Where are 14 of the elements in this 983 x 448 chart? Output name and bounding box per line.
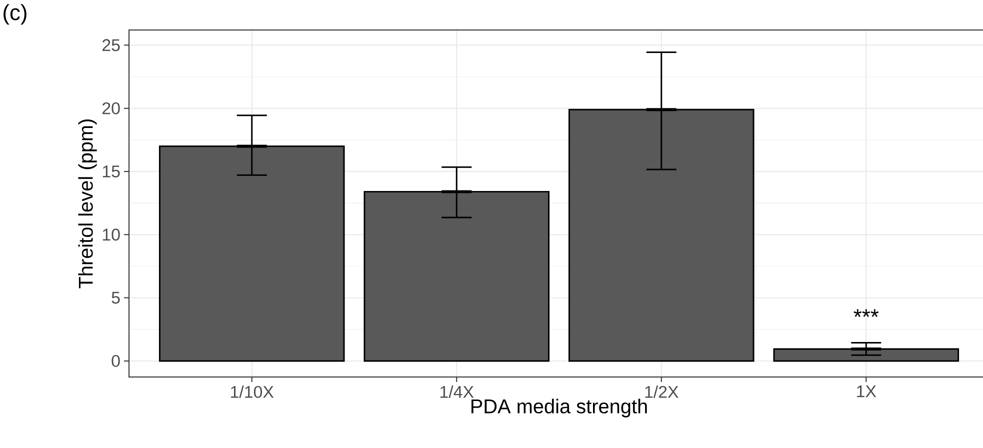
- y-tick-label: 0: [112, 354, 120, 367]
- y-axis-title: Threitol level (ppm): [78, 120, 97, 288]
- y-tick-label: 20: [102, 102, 120, 114]
- y-tick-label: 10: [102, 228, 120, 241]
- x-tick-label: 1/2X: [645, 386, 678, 398]
- y-tick-label: 15: [102, 166, 120, 178]
- annotation: ***: [854, 309, 879, 317]
- chart-title: (c): [4, 4, 26, 25]
- y-tick-label: 25: [102, 39, 120, 52]
- y-tick-label: 5: [112, 292, 120, 304]
- x-axis-title: PDA media strength: [471, 398, 647, 418]
- x-tick-label: 1X: [857, 386, 876, 398]
- x-tick-label: 1/10X: [231, 386, 274, 398]
- x-tick-label: 1/4X: [440, 386, 474, 398]
